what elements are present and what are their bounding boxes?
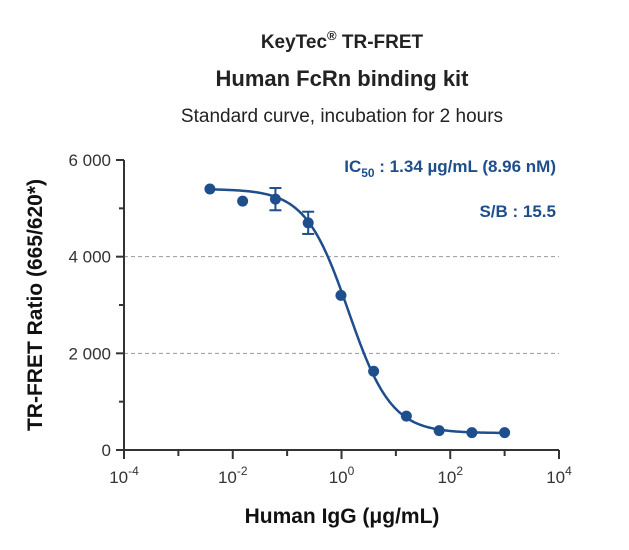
data-point	[433, 425, 445, 437]
y-tick-label: 6 000	[68, 151, 111, 170]
data-point	[368, 365, 380, 377]
fit-curve	[209, 188, 505, 435]
x-axis-label: Human IgG (μg/mL)	[245, 505, 440, 528]
data-point	[237, 195, 249, 207]
ic50-value: : 1.34 µg/mL (8.96 nM)	[375, 157, 556, 176]
brand-suffix: TR-FRET	[337, 32, 424, 53]
y-tick-label: 4 000	[68, 248, 111, 267]
y-tick-label: 0	[102, 441, 111, 460]
registered-mark: ®	[327, 28, 337, 43]
data-point	[466, 427, 478, 439]
chart-brand-title: KeyTec® TR-FRET	[261, 28, 424, 53]
y-axis-label: TR-FRET Ratio (665/620*)	[24, 179, 47, 431]
x-tick-label: 104	[546, 464, 572, 487]
ic50-prefix: IC	[344, 157, 361, 176]
x-tick-label: 10-2	[218, 464, 248, 487]
brand-name: KeyTec	[261, 32, 328, 53]
data-point	[335, 289, 347, 301]
ic50-annotation: IC50 : 1.34 µg/mL (8.96 nM)	[344, 157, 556, 180]
data-point	[204, 183, 216, 195]
x-ticks: 10-4 10-2 100 102 104	[109, 450, 572, 487]
x-tick-label: 10-4	[109, 464, 139, 487]
grid-lines	[124, 256, 559, 354]
sb-annotation: S/B : 15.5	[479, 202, 556, 221]
data-point	[400, 410, 412, 422]
data-point	[302, 217, 314, 229]
data-point	[269, 193, 281, 205]
chart-subtitle: Standard curve, incubation for 2 hours	[181, 106, 503, 127]
x-tick-label: 100	[329, 464, 355, 487]
y-ticks: 0 2 000 4 000 6 000	[68, 151, 124, 460]
ic50-subscript: 50	[361, 166, 375, 180]
chart-title: Human FcRn binding kit	[216, 66, 470, 91]
y-tick-label: 2 000	[68, 344, 111, 363]
data-points	[204, 183, 511, 439]
data-point	[499, 427, 511, 439]
x-tick-label: 102	[437, 464, 463, 487]
